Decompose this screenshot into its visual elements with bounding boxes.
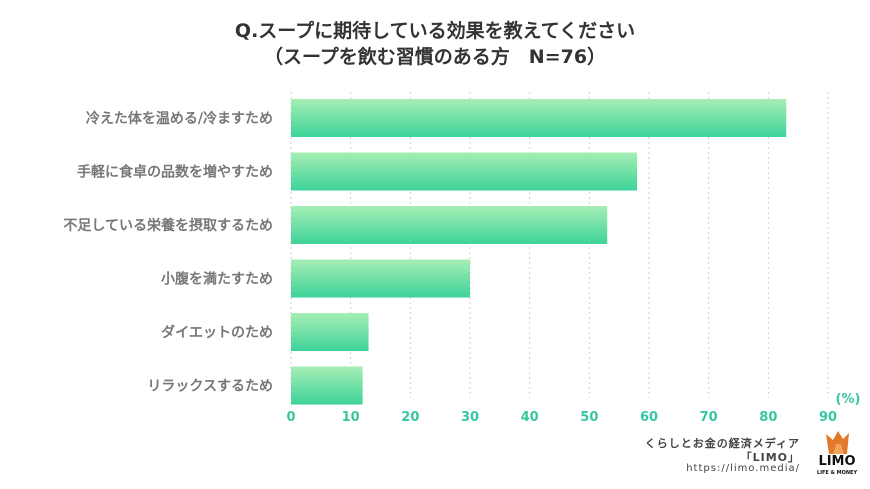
chart-subtitle: （スープを飲む習慣のある方 N=76） bbox=[263, 46, 607, 68]
category-label: 手軽に食卓の品数を増やすため bbox=[77, 164, 273, 181]
x-tick-label: 20 bbox=[401, 410, 419, 425]
bar bbox=[291, 366, 363, 405]
x-tick-label: 90 bbox=[819, 410, 837, 425]
x-tick-label: 50 bbox=[580, 410, 598, 425]
x-tick-label: 70 bbox=[700, 410, 718, 425]
credit-line-1: くらしとお金の経済メディア bbox=[644, 437, 800, 450]
limo-logo: LIMO LIFE & MONEY bbox=[814, 428, 860, 484]
category-label: 小腹を満たすため bbox=[161, 271, 273, 288]
logo-tagline: LIFE & MONEY bbox=[816, 470, 858, 476]
credit-line-2: 「LIMO」 bbox=[740, 451, 800, 464]
x-tick-label: 30 bbox=[461, 410, 479, 425]
chart-title: Q.スープに期待している効果を教えてください bbox=[234, 20, 636, 42]
x-tick-label: 80 bbox=[759, 410, 777, 425]
logo-wordmark: LIMO bbox=[818, 454, 856, 469]
category-label: リラックスするため bbox=[147, 379, 273, 395]
x-tick-label: 60 bbox=[640, 410, 658, 425]
x-axis-unit: (%) bbox=[836, 392, 861, 407]
category-label: ダイエットのため bbox=[161, 324, 273, 341]
fox-head-icon bbox=[826, 431, 849, 454]
bar bbox=[291, 99, 787, 137]
credit-url: https://limo.media/ bbox=[686, 463, 800, 474]
category-label: 不足している栄養を摂取するため bbox=[63, 217, 273, 234]
x-tick-label: 10 bbox=[342, 410, 360, 425]
bar bbox=[291, 152, 638, 191]
x-tick-label: 0 bbox=[286, 410, 295, 425]
bar bbox=[291, 313, 369, 351]
category-label: 冷えた体を温める/冷ますため bbox=[86, 110, 273, 127]
bar bbox=[291, 259, 470, 298]
bar bbox=[291, 206, 608, 244]
x-tick-label: 40 bbox=[521, 410, 539, 425]
